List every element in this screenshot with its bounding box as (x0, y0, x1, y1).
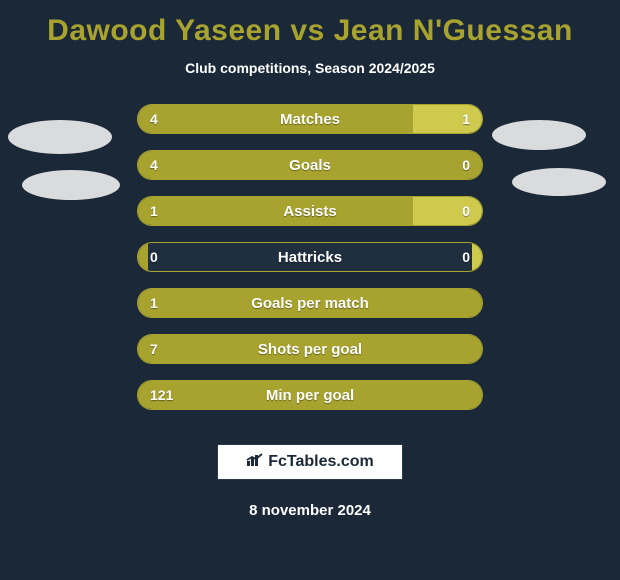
stat-label: Goals per match (138, 289, 482, 317)
stat-bar-track: Goals (137, 150, 483, 180)
stat-bar-track: Goals per match (137, 288, 483, 318)
page-title: Dawood Yaseen vs Jean N'Guessan (0, 0, 620, 48)
stat-row: Hattricks0 0 (0, 242, 620, 272)
chart-icon (246, 453, 264, 472)
stat-label: Matches (138, 105, 482, 133)
stat-value-left: 1 (150, 196, 158, 226)
brand-label: FcTables.com (268, 453, 374, 471)
stat-value-left: 121 (150, 380, 173, 410)
stat-bar-track: Shots per goal (137, 334, 483, 364)
stat-label: Hattricks (138, 243, 482, 271)
stat-value-right: 1 (462, 104, 470, 134)
stat-label: Min per goal (138, 381, 482, 409)
stat-value-left: 4 (150, 104, 158, 134)
stat-bar-track: Matches (137, 104, 483, 134)
page-subtitle: Club competitions, Season 2024/2025 (0, 60, 620, 76)
stat-bar-track: Assists (137, 196, 483, 226)
date-label: 8 november 2024 (0, 502, 620, 519)
stat-value-left: 1 (150, 288, 158, 318)
stat-row: Matches4 1 (0, 104, 620, 134)
stat-bar-track: Min per goal (137, 380, 483, 410)
stat-label: Shots per goal (138, 335, 482, 363)
stat-row: Assists1 0 (0, 196, 620, 226)
stat-value-right: 0 (462, 150, 470, 180)
stat-label: Goals (138, 151, 482, 179)
stat-row: Goals4 0 (0, 150, 620, 180)
stat-row: Goals per match1 (0, 288, 620, 318)
stat-row: Min per goal121 (0, 380, 620, 410)
stat-value-right: 0 (462, 196, 470, 226)
stat-bar-track: Hattricks (137, 242, 483, 272)
brand-badge[interactable]: FcTables.com (217, 444, 403, 480)
stat-value-left: 0 (150, 242, 158, 272)
stat-label: Assists (138, 197, 482, 225)
stat-value-left: 4 (150, 150, 158, 180)
stat-value-left: 7 (150, 334, 158, 364)
stat-row: Shots per goal7 (0, 334, 620, 364)
comparison-chart: Matches41Goals40Assists10Hattricks00Goal… (0, 104, 620, 414)
stat-value-right: 0 (462, 242, 470, 272)
